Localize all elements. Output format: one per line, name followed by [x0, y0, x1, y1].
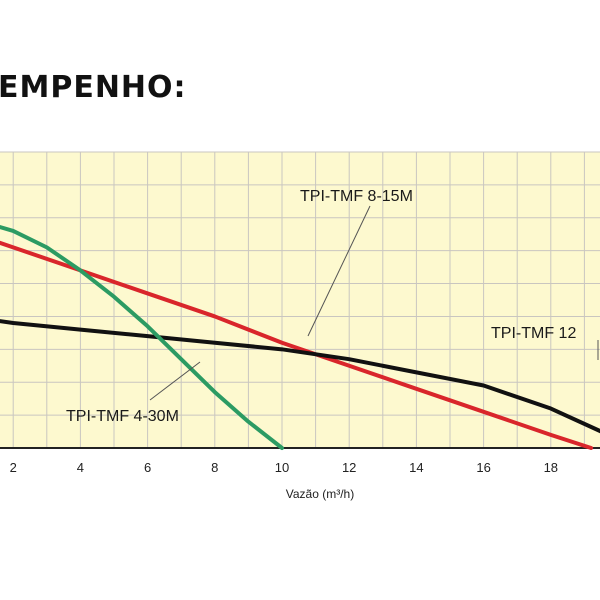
x-tick-label: 10: [275, 460, 289, 475]
x-tick-label: 14: [409, 460, 423, 475]
chart-title: EMPENHO:: [0, 70, 187, 105]
series-leader-line: [307, 205, 371, 337]
series-line: [0, 224, 284, 450]
series-labels: TPI-TMF 8-15M TPI-TMF 12 TPI-TMF 4-30M: [66, 188, 599, 425]
x-tick-label: 8: [211, 460, 218, 475]
series-line: [0, 240, 594, 450]
x-tick-label: 12: [342, 460, 356, 475]
x-tick-labels: 2 4 6 8 10 12 14 16 18: [10, 460, 558, 475]
series-lines: [0, 224, 600, 450]
x-tick-label: 16: [476, 460, 490, 475]
series-label: TPI-TMF 12: [491, 325, 576, 342]
series-line: [0, 319, 600, 434]
x-tick-label: 6: [144, 460, 151, 475]
x-tick-label: 4: [77, 460, 84, 475]
series-leader-line: [149, 361, 201, 401]
series-label: TPI-TMF 8-15M: [300, 188, 413, 205]
x-tick-label: 2: [10, 460, 17, 475]
x-tick-label: 18: [544, 460, 558, 475]
series-label: TPI-TMF 4-30M: [66, 408, 179, 425]
plot-area: [0, 152, 600, 448]
x-axis-label: Vazão (m³/h): [286, 487, 354, 501]
